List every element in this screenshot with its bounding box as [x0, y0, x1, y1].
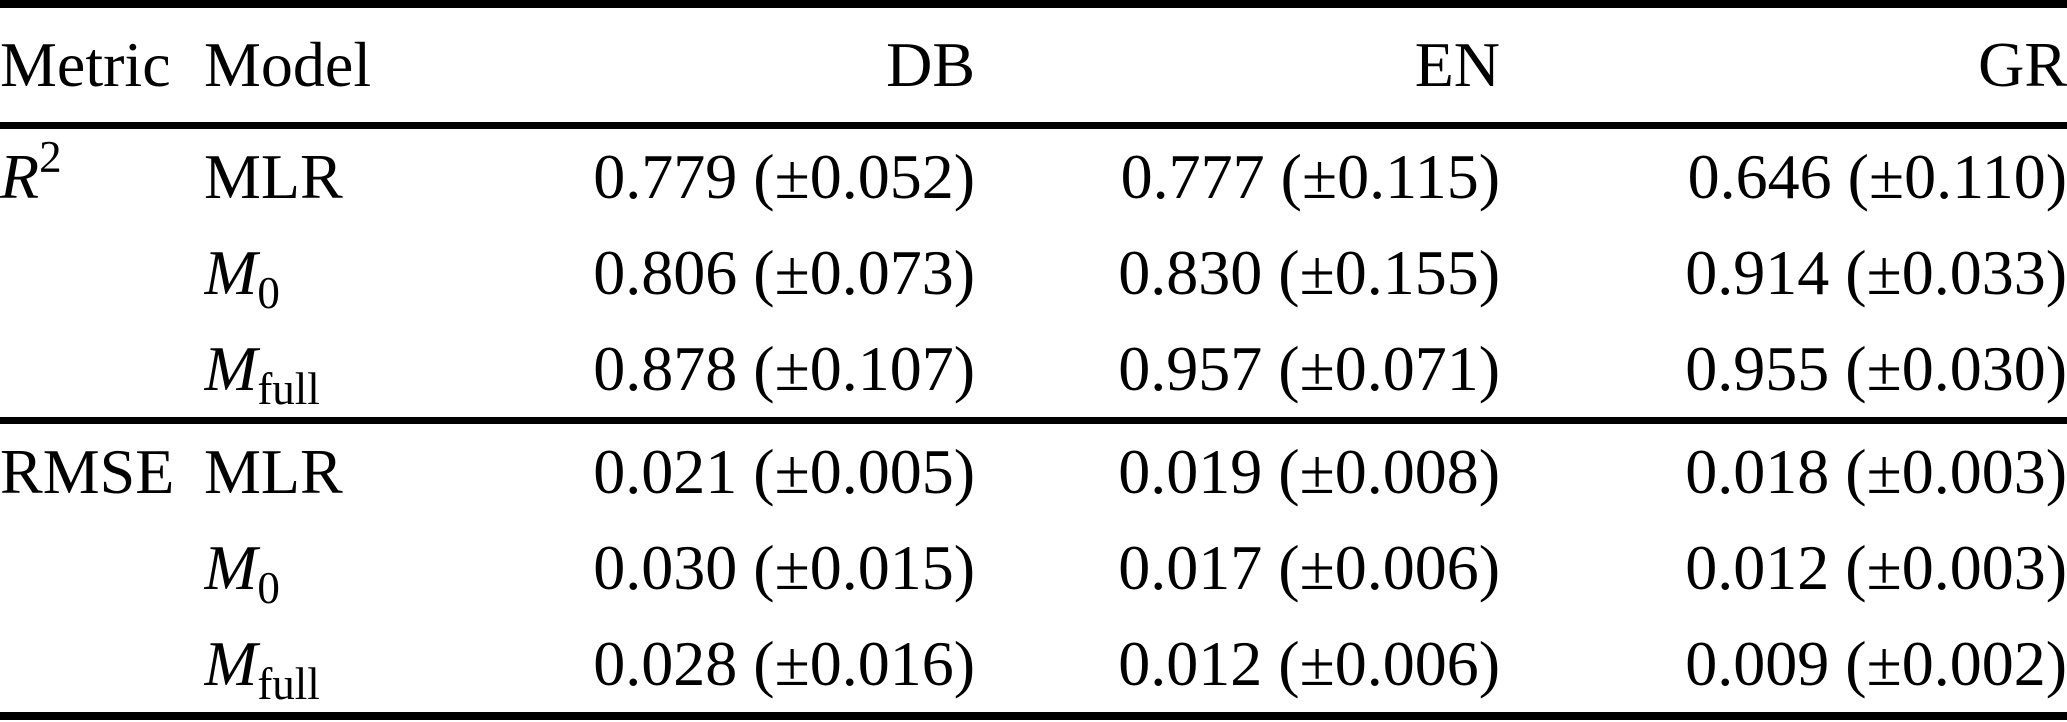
- value-cell: 0.646 (±0.110): [1687, 141, 2067, 212]
- header-model: Model: [204, 4, 437, 129]
- value-cell: 0.806 (±0.073): [593, 237, 975, 308]
- metric-cell: R2: [0, 125, 204, 424]
- table-row: Mfull 0.028 (±0.016) 0.012 (±0.006) 0.00…: [0, 616, 2067, 716]
- model-label: M: [204, 237, 258, 308]
- header-gr: GR: [1500, 4, 2067, 129]
- model-label: M: [204, 628, 258, 699]
- value-cell: 0.028 (±0.016): [593, 628, 975, 699]
- table-row: M0 0.806 (±0.073) 0.830 (±0.155) 0.914 (…: [0, 225, 2067, 321]
- value-cell: 0.914 (±0.033): [1685, 237, 2067, 308]
- table-row: Mfull 0.878 (±0.107) 0.957 (±0.071) 0.95…: [0, 321, 2067, 424]
- model-subscript: full: [257, 659, 320, 709]
- header-db: DB: [437, 4, 975, 129]
- metric-symbol: RMSE: [0, 436, 175, 507]
- value-cell: 0.012 (±0.003): [1685, 532, 2067, 603]
- value-cell: 0.019 (±0.008): [1118, 436, 1500, 507]
- metric-symbol: R: [0, 141, 40, 212]
- value-cell: 0.017 (±0.006): [1118, 532, 1500, 603]
- model-subscript: 0: [257, 268, 280, 318]
- value-cell: 0.955 (±0.030): [1500, 321, 2067, 424]
- model-label: MLR: [204, 436, 343, 507]
- metric-cell: RMSE: [0, 421, 204, 717]
- model-cell: M0: [204, 225, 437, 321]
- section-rmse: RMSE MLR 0.021 (±0.005) 0.019 (±0.008) 0…: [0, 421, 2067, 717]
- model-label: MLR: [204, 141, 343, 212]
- model-cell: MLR: [204, 421, 437, 521]
- value-cell: 0.018 (±0.003): [1685, 436, 2067, 507]
- value-cell: 0.009 (±0.002): [1685, 628, 2067, 699]
- model-cell: MLR: [204, 126, 437, 226]
- table-row: R2 MLR 0.779 (±0.052) 0.777 (±0.115) 0.6…: [0, 125, 2067, 424]
- model-label: M: [204, 532, 258, 603]
- model-subscript: 0: [257, 563, 280, 613]
- value-cell: 0.777 (±0.115): [1120, 141, 1500, 212]
- value-cell: 0.030 (±0.015): [593, 532, 975, 603]
- metric-superscript: 2: [39, 132, 62, 182]
- value-cell: 0.830 (±0.155): [1118, 237, 1500, 308]
- model-label: M: [204, 333, 258, 404]
- table-row: M0 0.030 (±0.015) 0.017 (±0.006) 0.012 (…: [0, 520, 2067, 616]
- model-cell: Mfull: [204, 321, 437, 424]
- value-cell: 0.957 (±0.071): [975, 321, 1500, 424]
- value-cell: 0.878 (±0.107): [437, 321, 975, 424]
- header-metric: Metric: [0, 4, 204, 129]
- model-cell: M0: [204, 520, 437, 616]
- value-cell: 0.779 (±0.052): [593, 141, 975, 212]
- value-cell: 0.012 (±0.006): [1118, 628, 1500, 699]
- model-cell: Mfull: [204, 616, 437, 716]
- table-header-row: Metric Model DB EN GR: [0, 4, 2067, 129]
- table-row: RMSE MLR 0.021 (±0.005) 0.019 (±0.008) 0…: [0, 421, 2067, 521]
- model-subscript: full: [257, 364, 320, 414]
- value-cell: 0.021 (±0.005): [593, 436, 975, 507]
- section-r2: R2 MLR 0.779 (±0.052) 0.777 (±0.115) 0.6…: [0, 125, 2067, 424]
- header-en: EN: [975, 4, 1500, 129]
